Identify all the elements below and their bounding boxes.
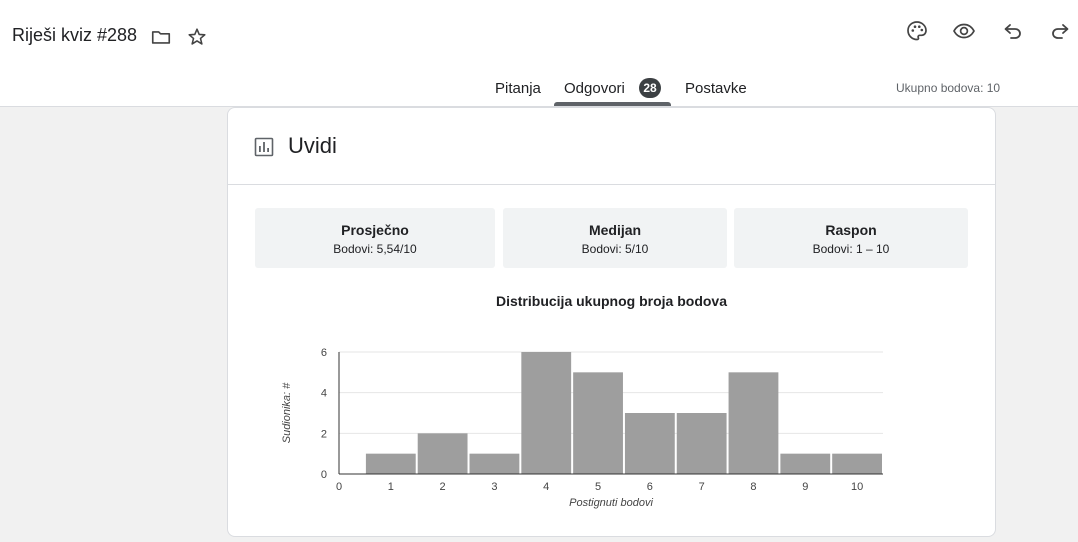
- folder-icon[interactable]: [150, 26, 172, 48]
- bar-10: [832, 453, 882, 474]
- stat-range-label: Raspon: [825, 222, 877, 238]
- bar-5: [573, 372, 623, 474]
- bar-4: [521, 352, 572, 474]
- x-tick-label: 3: [491, 481, 497, 493]
- bar-7: [676, 413, 727, 474]
- undo-icon[interactable]: [1000, 18, 1026, 44]
- bar-9: [780, 453, 831, 474]
- insights-title: Uvidi: [288, 133, 337, 158]
- x-axis-label: Postignuti bodovi: [569, 497, 653, 509]
- bar-1: [365, 453, 416, 474]
- x-tick-label: 6: [647, 481, 653, 493]
- x-tick-label: 1: [388, 481, 394, 493]
- redo-icon[interactable]: [1047, 18, 1073, 44]
- x-tick-label: 10: [851, 481, 863, 493]
- x-tick-label: 0: [336, 481, 342, 493]
- chart-title: Distribucija ukupnog broja bodova: [495, 293, 727, 309]
- tab-responses[interactable]: Odgovori: [564, 80, 625, 97]
- stat-average-value: Bodovi: 5,54/10: [333, 242, 417, 256]
- x-tick-label: 4: [543, 481, 549, 493]
- stat-range-value: Bodovi: 1 – 10: [812, 242, 890, 256]
- y-tick-label: 4: [321, 388, 327, 400]
- x-tick-label: 8: [750, 481, 756, 493]
- eye-icon[interactable]: [951, 18, 977, 44]
- form-title[interactable]: Riješi kviz #288: [12, 25, 138, 45]
- x-tick-label: 2: [440, 481, 446, 493]
- insights-card: Uvidi Prosječno Bodovi: 5,54/10 Medijan …: [227, 107, 996, 537]
- y-tick-label: 0: [321, 469, 327, 481]
- score-distribution-chart: 0 2 4 6 0 1 2 3 4 5 6 7 8 9 10 Postignuti bodovi Sudioni…: [281, 347, 883, 509]
- stat-median-value: Bodovi: 5/10: [581, 242, 649, 256]
- stat-average-label: Prosječno: [341, 222, 409, 238]
- divider: [228, 184, 995, 185]
- bar-3: [469, 453, 520, 474]
- y-axis-label: Sudionika: #: [281, 382, 293, 443]
- x-tick-label: 9: [802, 481, 808, 493]
- stat-median: Medijan Bodovi: 5/10: [503, 208, 727, 268]
- bar-8: [728, 372, 779, 474]
- bar-6: [624, 413, 675, 474]
- stat-average: Prosječno Bodovi: 5,54/10: [255, 208, 495, 268]
- active-tab-indicator: [554, 102, 671, 106]
- y-tick-label: 6: [321, 347, 327, 359]
- palette-icon[interactable]: [904, 18, 930, 44]
- total-points: Ukupno bodova: 10: [896, 81, 1001, 95]
- star-icon[interactable]: [186, 26, 208, 48]
- tab-questions[interactable]: Pitanja: [495, 80, 541, 97]
- y-tick-label: 2: [321, 428, 327, 440]
- x-tick-label: 5: [595, 481, 601, 493]
- x-tick-label: 7: [699, 481, 705, 493]
- stat-median-label: Medijan: [588, 222, 642, 238]
- stat-range: Raspon Bodovi: 1 – 10: [734, 208, 968, 268]
- top-bar: Riješi kviz #288 Pitanja Odgovori 28 Pos…: [0, 0, 1078, 107]
- bar-2: [417, 433, 468, 474]
- insights-chart-icon: [254, 137, 274, 157]
- responses-count-badge: 28: [639, 78, 661, 98]
- tab-settings[interactable]: Postavke: [685, 80, 747, 97]
